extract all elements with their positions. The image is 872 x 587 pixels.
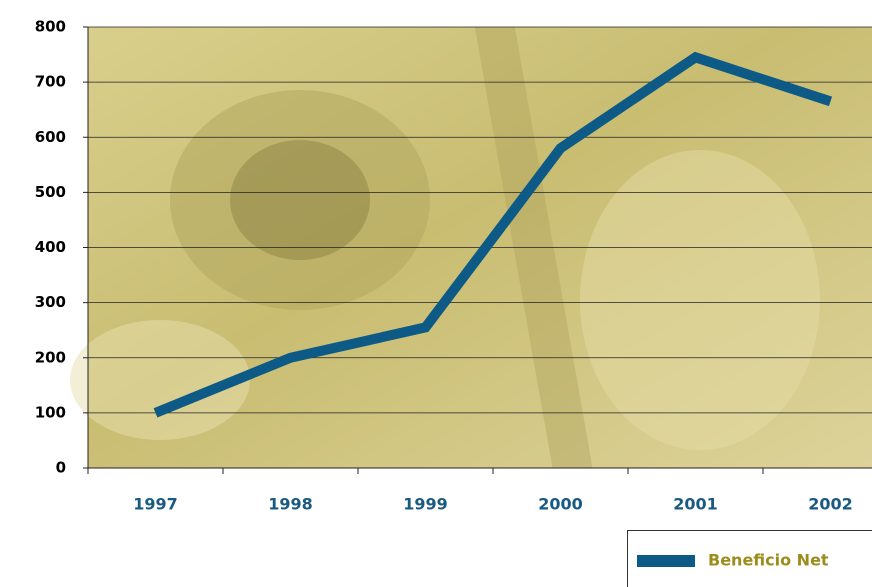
x-tick-label: 2002 bbox=[808, 495, 853, 514]
y-tick-label: 0 bbox=[56, 459, 66, 477]
y-tick-label: 200 bbox=[35, 348, 66, 366]
line-series bbox=[153, 51, 833, 418]
y-tick-label: 700 bbox=[35, 73, 66, 91]
x-tick-label: 2001 bbox=[673, 495, 718, 514]
legend-swatch bbox=[637, 555, 695, 567]
x-tick-label: 1998 bbox=[268, 495, 313, 514]
y-tick-label: 600 bbox=[35, 128, 66, 146]
y-tick-label: 500 bbox=[35, 183, 66, 201]
y-tick-label: 300 bbox=[35, 293, 66, 311]
legend-label: Beneficio Net bbox=[708, 551, 829, 570]
x-tick-label: 1999 bbox=[403, 495, 448, 514]
x-tick-label: 1997 bbox=[133, 495, 178, 514]
y-tick-label: 400 bbox=[35, 238, 66, 256]
x-tick-label: 2000 bbox=[538, 495, 583, 514]
y-tick-label: 800 bbox=[35, 18, 66, 36]
y-tick-label: 100 bbox=[35, 403, 66, 421]
